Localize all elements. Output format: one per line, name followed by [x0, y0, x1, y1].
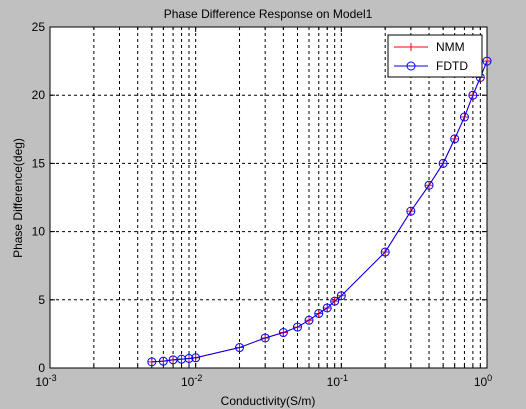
- y-tick-label: 5: [38, 293, 45, 307]
- y-tick-label: 0: [38, 361, 45, 375]
- data-point-fdtd: [450, 134, 460, 144]
- data-point-fdtd: [278, 328, 288, 338]
- data-point-fdtd: [235, 343, 245, 353]
- data-point-fdtd: [406, 206, 416, 216]
- y-tick-label: 20: [32, 88, 46, 102]
- y-tick-label: 25: [32, 20, 46, 34]
- data-point-fdtd: [314, 308, 324, 318]
- legend-label-fdtd: FDTD: [436, 59, 468, 73]
- legend: NMM FDTD: [387, 34, 483, 78]
- x-tick-label: 10-3: [35, 373, 56, 389]
- axes-frame: [49, 26, 488, 369]
- data-point-fdtd: [292, 322, 302, 332]
- data-point-fdtd: [459, 112, 469, 122]
- data-point-fdtd: [482, 56, 492, 66]
- data-point-fdtd: [184, 353, 194, 363]
- data-point-fdtd: [304, 315, 314, 325]
- series-layer: [147, 56, 492, 367]
- y-axis-label: Phase Difference(deg): [11, 138, 25, 258]
- legend-box: [387, 34, 483, 78]
- data-point-fdtd: [330, 296, 340, 306]
- data-point-fdtd: [438, 158, 448, 168]
- x-tick-label: 100: [474, 373, 492, 389]
- axes: 10-3 10-2 10-1 100 0 5 10 15 20 25: [32, 20, 493, 389]
- y-tick-label: 15: [32, 156, 46, 170]
- data-point-fdtd: [158, 356, 168, 366]
- y-tick-label: 10: [32, 225, 46, 239]
- plot-area: [50, 27, 487, 368]
- data-point-fdtd: [424, 180, 434, 190]
- legend-marker-fdtd: [406, 61, 416, 71]
- data-point-fdtd: [177, 354, 187, 364]
- data-point-fdtd: [191, 353, 201, 363]
- data-point-fdtd: [260, 333, 270, 343]
- legend-marker-nmm: [407, 43, 415, 51]
- data-point-fdtd: [380, 247, 390, 257]
- legend-label-nmm: NMM: [436, 40, 465, 54]
- data-point-fdtd: [322, 303, 332, 313]
- data-point-fdtd: [336, 291, 346, 301]
- data-point-fdtd: [468, 90, 478, 100]
- data-point-fdtd: [147, 357, 157, 367]
- x-axis-label: Conductivity(S/m): [221, 394, 316, 408]
- grid: [50, 27, 487, 368]
- x-tick-label: 10-2: [181, 373, 202, 389]
- x-tick-label: 10-1: [327, 373, 348, 389]
- chart-title: Phase Difference Response on Model1: [164, 7, 373, 21]
